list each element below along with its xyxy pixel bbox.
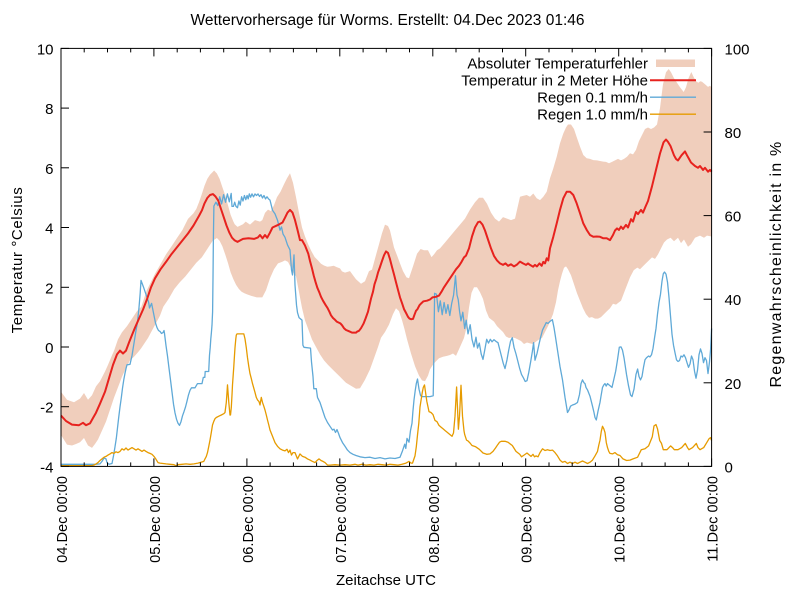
svg-text:Wettervorhersage für Worms. Er: Wettervorhersage für Worms. Erstellt: 04… xyxy=(191,12,585,29)
svg-text:08.Dec 00:00: 08.Dec 00:00 xyxy=(427,476,443,563)
svg-text:11.Dec 00:00: 11.Dec 00:00 xyxy=(706,476,722,562)
svg-text:0: 0 xyxy=(45,340,53,357)
svg-text:-4: -4 xyxy=(40,459,53,476)
svg-text:40: 40 xyxy=(725,292,742,309)
svg-text:0: 0 xyxy=(725,459,733,476)
svg-text:07.Dec 00:00: 07.Dec 00:00 xyxy=(334,476,350,563)
svg-text:8: 8 xyxy=(45,101,53,118)
svg-text:80: 80 xyxy=(725,125,742,142)
svg-text:Regen 0.1 mm/h: Regen 0.1 mm/h xyxy=(537,89,648,106)
svg-text:10.Dec 00:00: 10.Dec 00:00 xyxy=(613,476,629,563)
svg-text:04.Dec 00:00: 04.Dec 00:00 xyxy=(55,476,71,563)
svg-text:4: 4 xyxy=(45,221,53,238)
svg-text:2: 2 xyxy=(45,280,53,297)
svg-text:10: 10 xyxy=(37,41,54,58)
svg-text:-2: -2 xyxy=(40,400,53,417)
svg-text:Temperatur in 2 Meter Höhe: Temperatur in 2 Meter Höhe xyxy=(461,72,648,89)
svg-text:Zeitachse UTC: Zeitachse UTC xyxy=(336,572,436,589)
svg-text:Regenwahrscheinlichkeit in %: Regenwahrscheinlichkeit in % xyxy=(768,141,785,388)
svg-text:06.Dec 00:00: 06.Dec 00:00 xyxy=(241,476,257,563)
svg-text:05.Dec 00:00: 05.Dec 00:00 xyxy=(148,476,164,563)
svg-text:20: 20 xyxy=(725,376,742,393)
svg-text:60: 60 xyxy=(725,209,742,226)
svg-text:100: 100 xyxy=(725,41,750,58)
svg-text:Absoluter Temperaturfehler: Absoluter Temperaturfehler xyxy=(467,55,648,72)
svg-text:Regen 1.0 mm/h: Regen 1.0 mm/h xyxy=(537,106,648,123)
svg-text:09.Dec 00:00: 09.Dec 00:00 xyxy=(520,476,536,563)
svg-text:6: 6 xyxy=(45,161,53,178)
svg-text:Temperatur °Celsius: Temperatur °Celsius xyxy=(9,187,26,334)
